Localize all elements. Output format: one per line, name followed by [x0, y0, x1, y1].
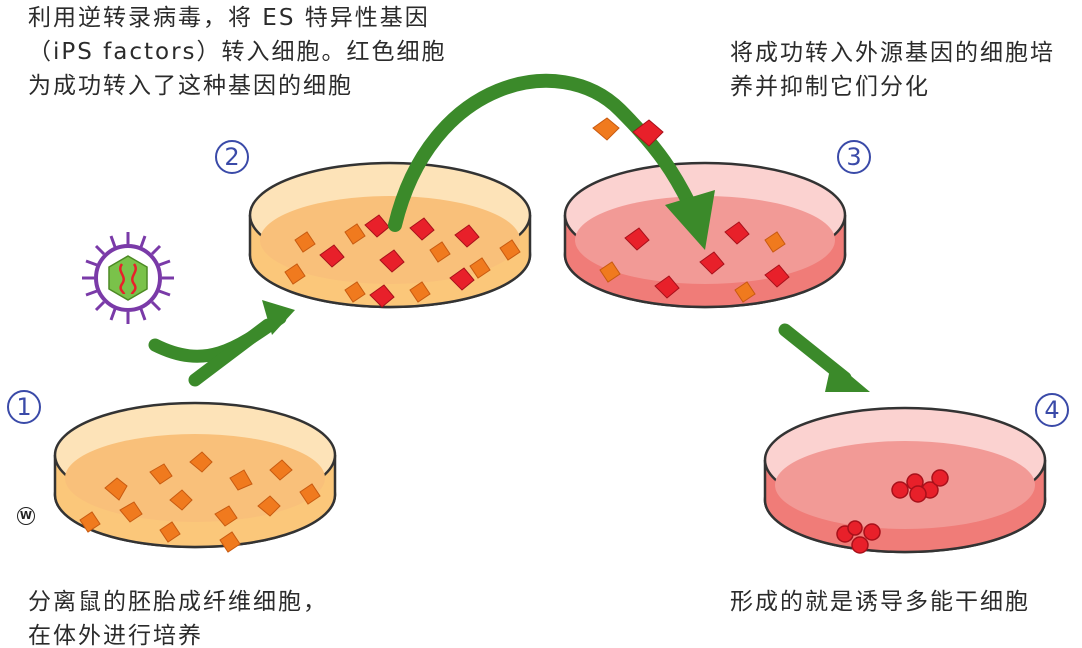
petri-dish-1 — [53, 401, 337, 549]
step-badge-2: 2 — [215, 140, 249, 174]
step-badge-3: 3 — [837, 140, 871, 174]
petri-dish-4 — [763, 406, 1047, 554]
curved-arrow-icon-2 — [388, 73, 715, 250]
caption-step-3-line-2: 养并抑制它们分化 — [730, 74, 930, 100]
petri-dish-2 — [248, 161, 532, 309]
straight-arrow-icon-3 — [778, 323, 870, 392]
retrovirus-icon — [82, 232, 174, 324]
caption-step-2: 利用逆转录病毒，将 ES 特异性基因 （iPS factors）转入细胞。红色细… — [28, 1, 447, 103]
caption-step-1: 分离鼠的胚胎成纤维细胞， 在体外进行培养 — [28, 585, 328, 648]
caption-step-2-line-1: 利用逆转录病毒，将 ES 特异性基因 — [28, 5, 430, 31]
dish-2-cells-orange — [284, 223, 521, 303]
curved-arrow-icon-1 — [148, 300, 295, 387]
ips-colonies — [836, 469, 949, 554]
caption-step-3-line-1: 将成功转入外源基因的细胞培 — [730, 40, 1055, 66]
caption-step-4-line-1: 形成的就是诱导多能干细胞 — [730, 589, 1030, 615]
caption-step-3: 将成功转入外源基因的细胞培 养并抑制它们分化 — [730, 36, 1055, 104]
dish-3-cells-orange — [599, 231, 786, 303]
caption-step-4: 形成的就是诱导多能干细胞 — [730, 585, 1030, 619]
step-badge-1: 1 — [7, 390, 41, 424]
watermark-logo: W — [17, 507, 35, 525]
transferred-cells — [592, 117, 664, 147]
dish-2-cells-red — [319, 214, 480, 308]
step-badge-4: 4 — [1035, 393, 1069, 427]
caption-step-1-line-2: 在体外进行培养 — [28, 623, 203, 648]
caption-step-2-line-3: 为成功转入了这种基因的细胞 — [28, 73, 353, 99]
caption-step-2-line-2: （iPS factors）转入细胞。红色细胞 — [28, 39, 447, 65]
dish-1-cells — [79, 451, 321, 553]
caption-step-1-line-1: 分离鼠的胚胎成纤维细胞， — [28, 589, 328, 615]
dish-3-cells-red — [624, 221, 790, 299]
